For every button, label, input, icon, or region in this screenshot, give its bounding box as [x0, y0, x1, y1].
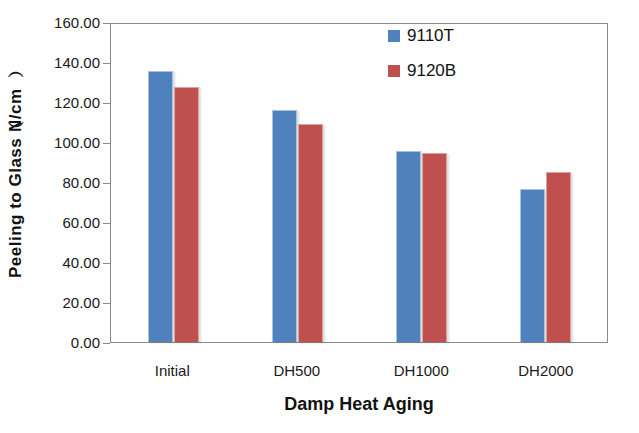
- y-tick-mark: [103, 223, 110, 224]
- legend-swatch-icon: [388, 65, 400, 77]
- y-tick-mark: [103, 103, 110, 104]
- legend: 9110T 9120B: [388, 26, 456, 81]
- bar-9120b-dh500: [298, 124, 323, 342]
- legend-label: 9120B: [407, 61, 456, 81]
- y-tick-label: 100.00: [0, 135, 100, 151]
- x-axis-labels: InitialDH500DH1000DH2000: [110, 362, 608, 379]
- y-tick-label: 140.00: [0, 55, 100, 71]
- bar-chart: Peeling to Glass （N/cm） 160.00140.00120.…: [0, 0, 639, 433]
- bar-group-dh500: [235, 24, 359, 342]
- x-label-dh2000: DH2000: [484, 362, 609, 379]
- y-tick-mark: [103, 63, 110, 64]
- y-tick-label: 40.00: [0, 255, 100, 271]
- bar-group-dh2000: [483, 24, 607, 342]
- y-tick-label: 80.00: [0, 175, 100, 191]
- legend-item-9110t: 9110T: [388, 26, 456, 46]
- y-tick-label: 0.00: [0, 335, 100, 351]
- y-tick-mark: [103, 23, 110, 24]
- bar-9110t-dh500: [272, 110, 297, 342]
- plot-area: [110, 23, 608, 343]
- y-tick-mark: [103, 143, 110, 144]
- bar-group-initial: [111, 24, 235, 342]
- x-label-dh1000: DH1000: [359, 362, 484, 379]
- legend-item-9120b: 9120B: [388, 61, 456, 81]
- y-tick-mark: [103, 303, 110, 304]
- bar-9120b-initial: [174, 87, 199, 342]
- y-tick-mark: [103, 263, 110, 264]
- x-axis-title: Damp Heat Aging: [110, 394, 608, 415]
- bar-9120b-dh1000: [422, 153, 447, 342]
- bar-9110t-dh2000: [520, 189, 545, 342]
- y-tick-label: 160.00: [0, 15, 100, 31]
- legend-label: 9110T: [407, 26, 454, 46]
- bar-9110t-initial: [148, 71, 173, 342]
- y-tick-mark: [103, 343, 110, 344]
- legend-swatch-icon: [388, 30, 400, 42]
- bar-9110t-dh1000: [396, 151, 421, 342]
- y-tick-label: 20.00: [0, 295, 100, 311]
- bar-9120b-dh2000: [546, 172, 571, 342]
- y-tick-label: 120.00: [0, 95, 100, 111]
- x-label-dh500: DH500: [235, 362, 360, 379]
- y-tick-label: 60.00: [0, 215, 100, 231]
- y-tick-mark: [103, 183, 110, 184]
- x-label-initial: Initial: [110, 362, 235, 379]
